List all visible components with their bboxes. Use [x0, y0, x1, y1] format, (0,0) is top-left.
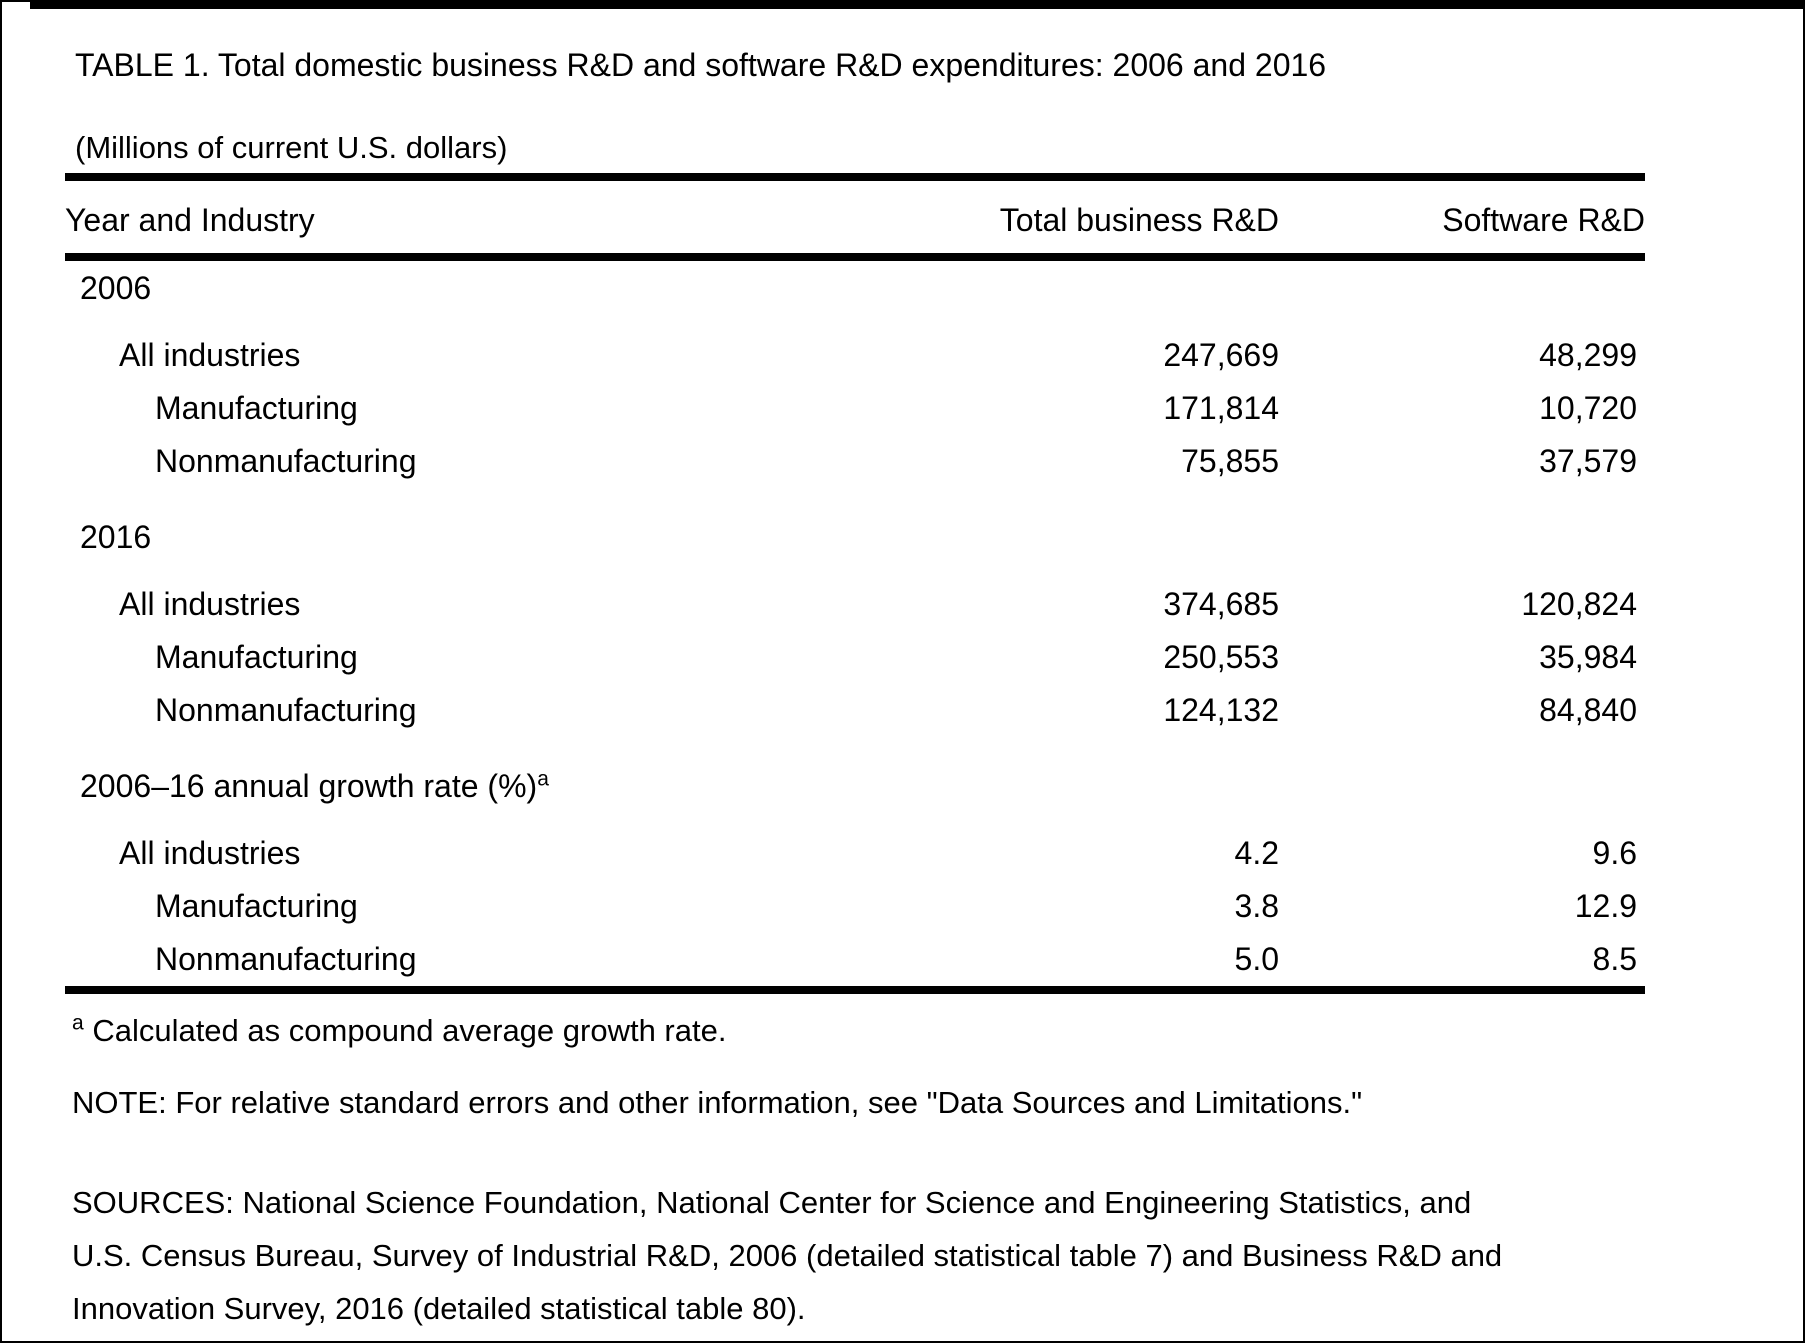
software-rd-value: 48,299: [1539, 337, 1637, 373]
footnote-a: a Calculated as compound average growth …: [72, 1011, 1645, 1048]
table-row: All industries 247,669 48,299: [65, 329, 1645, 382]
software-rd-value: 120,824: [1521, 586, 1637, 622]
software-rd-value: 9.6: [1592, 835, 1637, 871]
section-label: 2006: [80, 270, 152, 306]
row-label: All industries: [119, 337, 301, 373]
page-top-edge-bar: [30, 2, 1803, 9]
sources-line: Innovation Survey, 2016 (detailed statis…: [72, 1291, 806, 1326]
column-header-total-business-rd: Total business R&D: [895, 173, 1279, 261]
total-business-rd-value: 374,685: [1163, 586, 1279, 622]
software-rd-value: 35,984: [1539, 639, 1637, 675]
footnote-a-text: Calculated as compound average growth ra…: [92, 1013, 727, 1048]
table-header-row: Year and Industry Total business R&D Sof…: [65, 173, 1645, 261]
row-label: Manufacturing: [155, 639, 358, 675]
section-label-text: 2006–16 annual growth rate (%): [80, 768, 538, 804]
column-header-software-rd: Software R&D: [1279, 173, 1645, 261]
table-row: Nonmanufacturing 75,855 37,579: [65, 435, 1645, 488]
column-header-year-and-industry: Year and Industry: [65, 173, 895, 261]
table-row: All industries 4.2 9.6: [65, 827, 1645, 880]
section-header-growth-rate: 2006–16 annual growth rate (%)a: [65, 737, 1645, 827]
row-label: Manufacturing: [155, 888, 358, 924]
table-row: Manufacturing 171,814 10,720: [65, 382, 1645, 435]
table-row: All industries 374,685 120,824: [65, 578, 1645, 631]
total-business-rd-value: 4.2: [1234, 835, 1279, 871]
table-row: Nonmanufacturing 124,132 84,840: [65, 684, 1645, 737]
row-label: Nonmanufacturing: [155, 692, 417, 728]
sources-line: U.S. Census Bureau, Survey of Industrial…: [72, 1238, 1503, 1273]
table-header: Year and Industry Total business R&D Sof…: [65, 173, 1645, 261]
total-business-rd-value: 247,669: [1163, 337, 1279, 373]
total-business-rd-value: 124,132: [1163, 692, 1279, 728]
section-label: 2016: [80, 519, 152, 555]
page-title: TABLE 1. Total domestic business R&D and…: [75, 47, 1327, 83]
software-rd-value: 37,579: [1539, 443, 1637, 479]
page-subtitle: (Millions of current U.S. dollars): [75, 130, 508, 165]
total-business-rd-value: 5.0: [1234, 941, 1279, 977]
rd-expenditures-table: Year and Industry Total business R&D Sof…: [65, 173, 1645, 986]
note-text: NOTE: For relative standard errors and o…: [72, 1085, 1363, 1120]
footnote-a-reference: a: [537, 767, 549, 791]
section-header-2006: 2006: [65, 257, 1645, 329]
row-label: Manufacturing: [155, 390, 358, 426]
table-row: Nonmanufacturing 5.0 8.5: [65, 933, 1645, 986]
section-header-2016: 2016: [65, 488, 1645, 578]
total-business-rd-value: 250,553: [1163, 639, 1279, 675]
total-business-rd-value: 171,814: [1163, 390, 1279, 426]
table-body: 2006 All industries 247,669 48,299 Manuf…: [65, 257, 1645, 986]
software-rd-value: 12.9: [1574, 888, 1637, 924]
section-label: 2006–16 annual growth rate (%)a: [65, 737, 1645, 827]
row-label: Nonmanufacturing: [155, 443, 417, 479]
footnotes: a Calculated as compound average growth …: [72, 1011, 1645, 1335]
software-rd-value: 8.5: [1592, 941, 1637, 977]
table-document: TABLE 1. Total domestic business R&D and…: [65, 2, 1645, 1335]
row-label: All industries: [119, 586, 301, 622]
total-business-rd-value: 3.8: [1234, 888, 1279, 924]
sources-line: SOURCES: National Science Foundation, Na…: [72, 1185, 1472, 1220]
software-rd-value: 10,720: [1539, 390, 1637, 426]
row-label: All industries: [119, 835, 301, 871]
table-bottom-rule: [65, 986, 1645, 994]
software-rd-value: 84,840: [1539, 692, 1637, 728]
footnote-a-marker: a: [72, 1011, 84, 1035]
table-row: Manufacturing 250,553 35,984: [65, 631, 1645, 684]
row-label: Nonmanufacturing: [155, 941, 417, 977]
total-business-rd-value: 75,855: [1181, 443, 1279, 479]
sources-text: SOURCES: National Science Foundation, Na…: [72, 1176, 1645, 1335]
table-row: Manufacturing 3.8 12.9: [65, 880, 1645, 933]
